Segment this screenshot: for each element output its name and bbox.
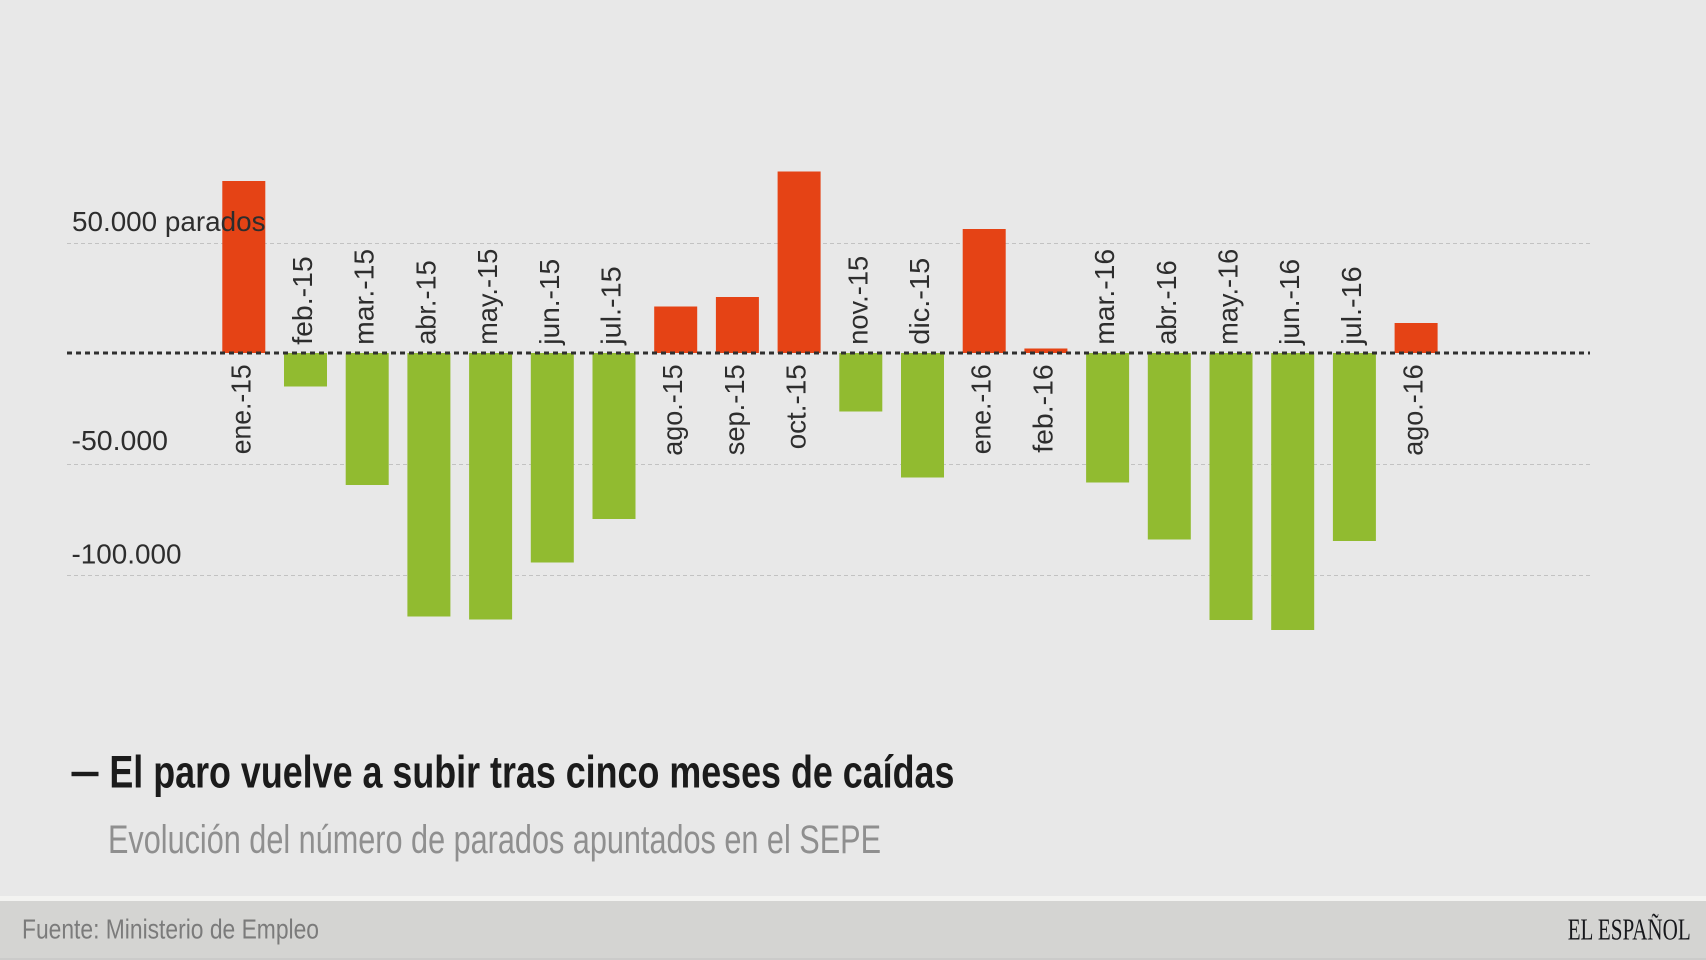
svg-text:-50.000: -50.000 [72, 425, 169, 456]
svg-text:ago.-15: ago.-15 [657, 364, 688, 456]
svg-text:abr.-16: abr.-16 [1151, 260, 1182, 345]
svg-text:nov.-15: nov.-15 [842, 256, 873, 345]
svg-text:abr.-15: abr.-15 [410, 260, 441, 345]
svg-text:oct.-15: oct.-15 [781, 364, 812, 449]
svg-text:sep.-15: sep.-15 [719, 364, 750, 455]
svg-text:feb.-15: feb.-15 [287, 256, 318, 345]
svg-text:Fuente: Ministerio de Empleo: Fuente: Ministerio de Empleo [22, 914, 319, 945]
svg-text:ago.-16: ago.-16 [1398, 364, 1429, 456]
svg-text:El paro vuelve a subir tras ci: El paro vuelve a subir tras cinco meses … [109, 746, 954, 797]
svg-text:mar.-16: mar.-16 [1089, 249, 1120, 345]
svg-text:EL ESPAÑOL: EL ESPAÑOL [1568, 912, 1691, 947]
svg-text:jul.-15: jul.-15 [596, 266, 627, 346]
svg-text:ene.-15: ene.-15 [225, 364, 256, 454]
svg-text:jun.-15: jun.-15 [534, 259, 565, 346]
svg-text:may.-16: may.-16 [1213, 249, 1244, 345]
svg-text:jun.-16: jun.-16 [1274, 259, 1305, 346]
svg-text:mar.-15: mar.-15 [349, 249, 380, 345]
svg-text:-100.000: -100.000 [72, 539, 182, 570]
svg-text:jul.-16: jul.-16 [1336, 266, 1367, 346]
svg-text:ene.-16: ene.-16 [966, 364, 997, 454]
svg-text:Evolución del número de parado: Evolución del número de parados apuntado… [108, 818, 881, 862]
svg-text:50.000 parados: 50.000 parados [72, 206, 266, 237]
svg-text:feb.-16: feb.-16 [1027, 364, 1058, 453]
svg-text:dic.-15: dic.-15 [904, 258, 935, 345]
svg-text:may.-15: may.-15 [472, 249, 503, 345]
